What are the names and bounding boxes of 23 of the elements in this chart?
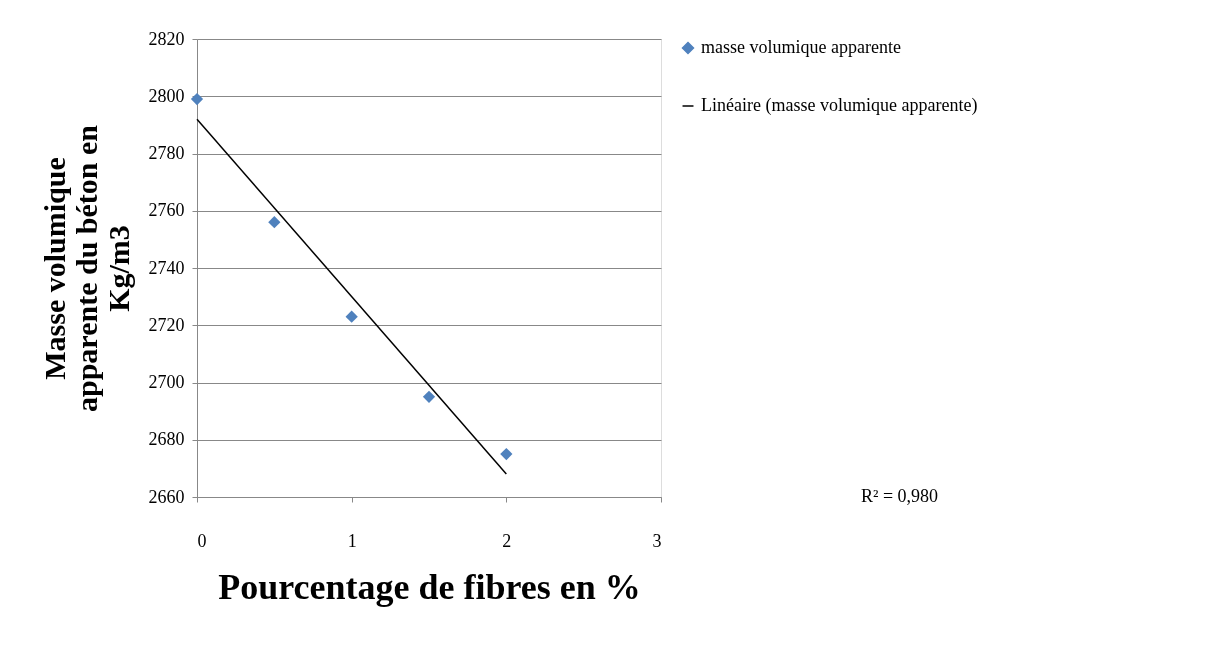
x-axis-title: Pourcentage de fibres en %	[218, 566, 641, 607]
x-tick-label: 0	[197, 530, 207, 551]
y-tick-label: 2720	[148, 314, 185, 335]
x-tick-label: 2	[502, 530, 512, 551]
legend-label: masse volumique apparente	[701, 37, 901, 57]
y-tick-label: 2820	[148, 28, 185, 49]
point	[345, 310, 358, 323]
y-tick-label: 2740	[148, 257, 185, 278]
y-tick-label: 2660	[148, 486, 185, 507]
legend-label: Linéaire (masse volumique apparente)	[701, 95, 978, 116]
x-tick-label: 3	[652, 530, 662, 551]
y-tick-label: 2680	[148, 429, 185, 450]
y-tick-label: 2800	[148, 85, 185, 106]
text: R² = 0,980	[861, 486, 939, 506]
y-axis-title: Masse volumique apparente du béton en Kg/m3	[37, 124, 135, 412]
point	[500, 447, 513, 461]
point	[190, 92, 204, 106]
point	[268, 216, 281, 229]
x-tick-label: 1	[347, 530, 357, 551]
y-tick-label: 2700	[148, 372, 185, 392]
y-tick-label: 2780	[148, 143, 185, 163]
y-tick-label: 2760	[148, 200, 185, 221]
point	[422, 390, 436, 403]
